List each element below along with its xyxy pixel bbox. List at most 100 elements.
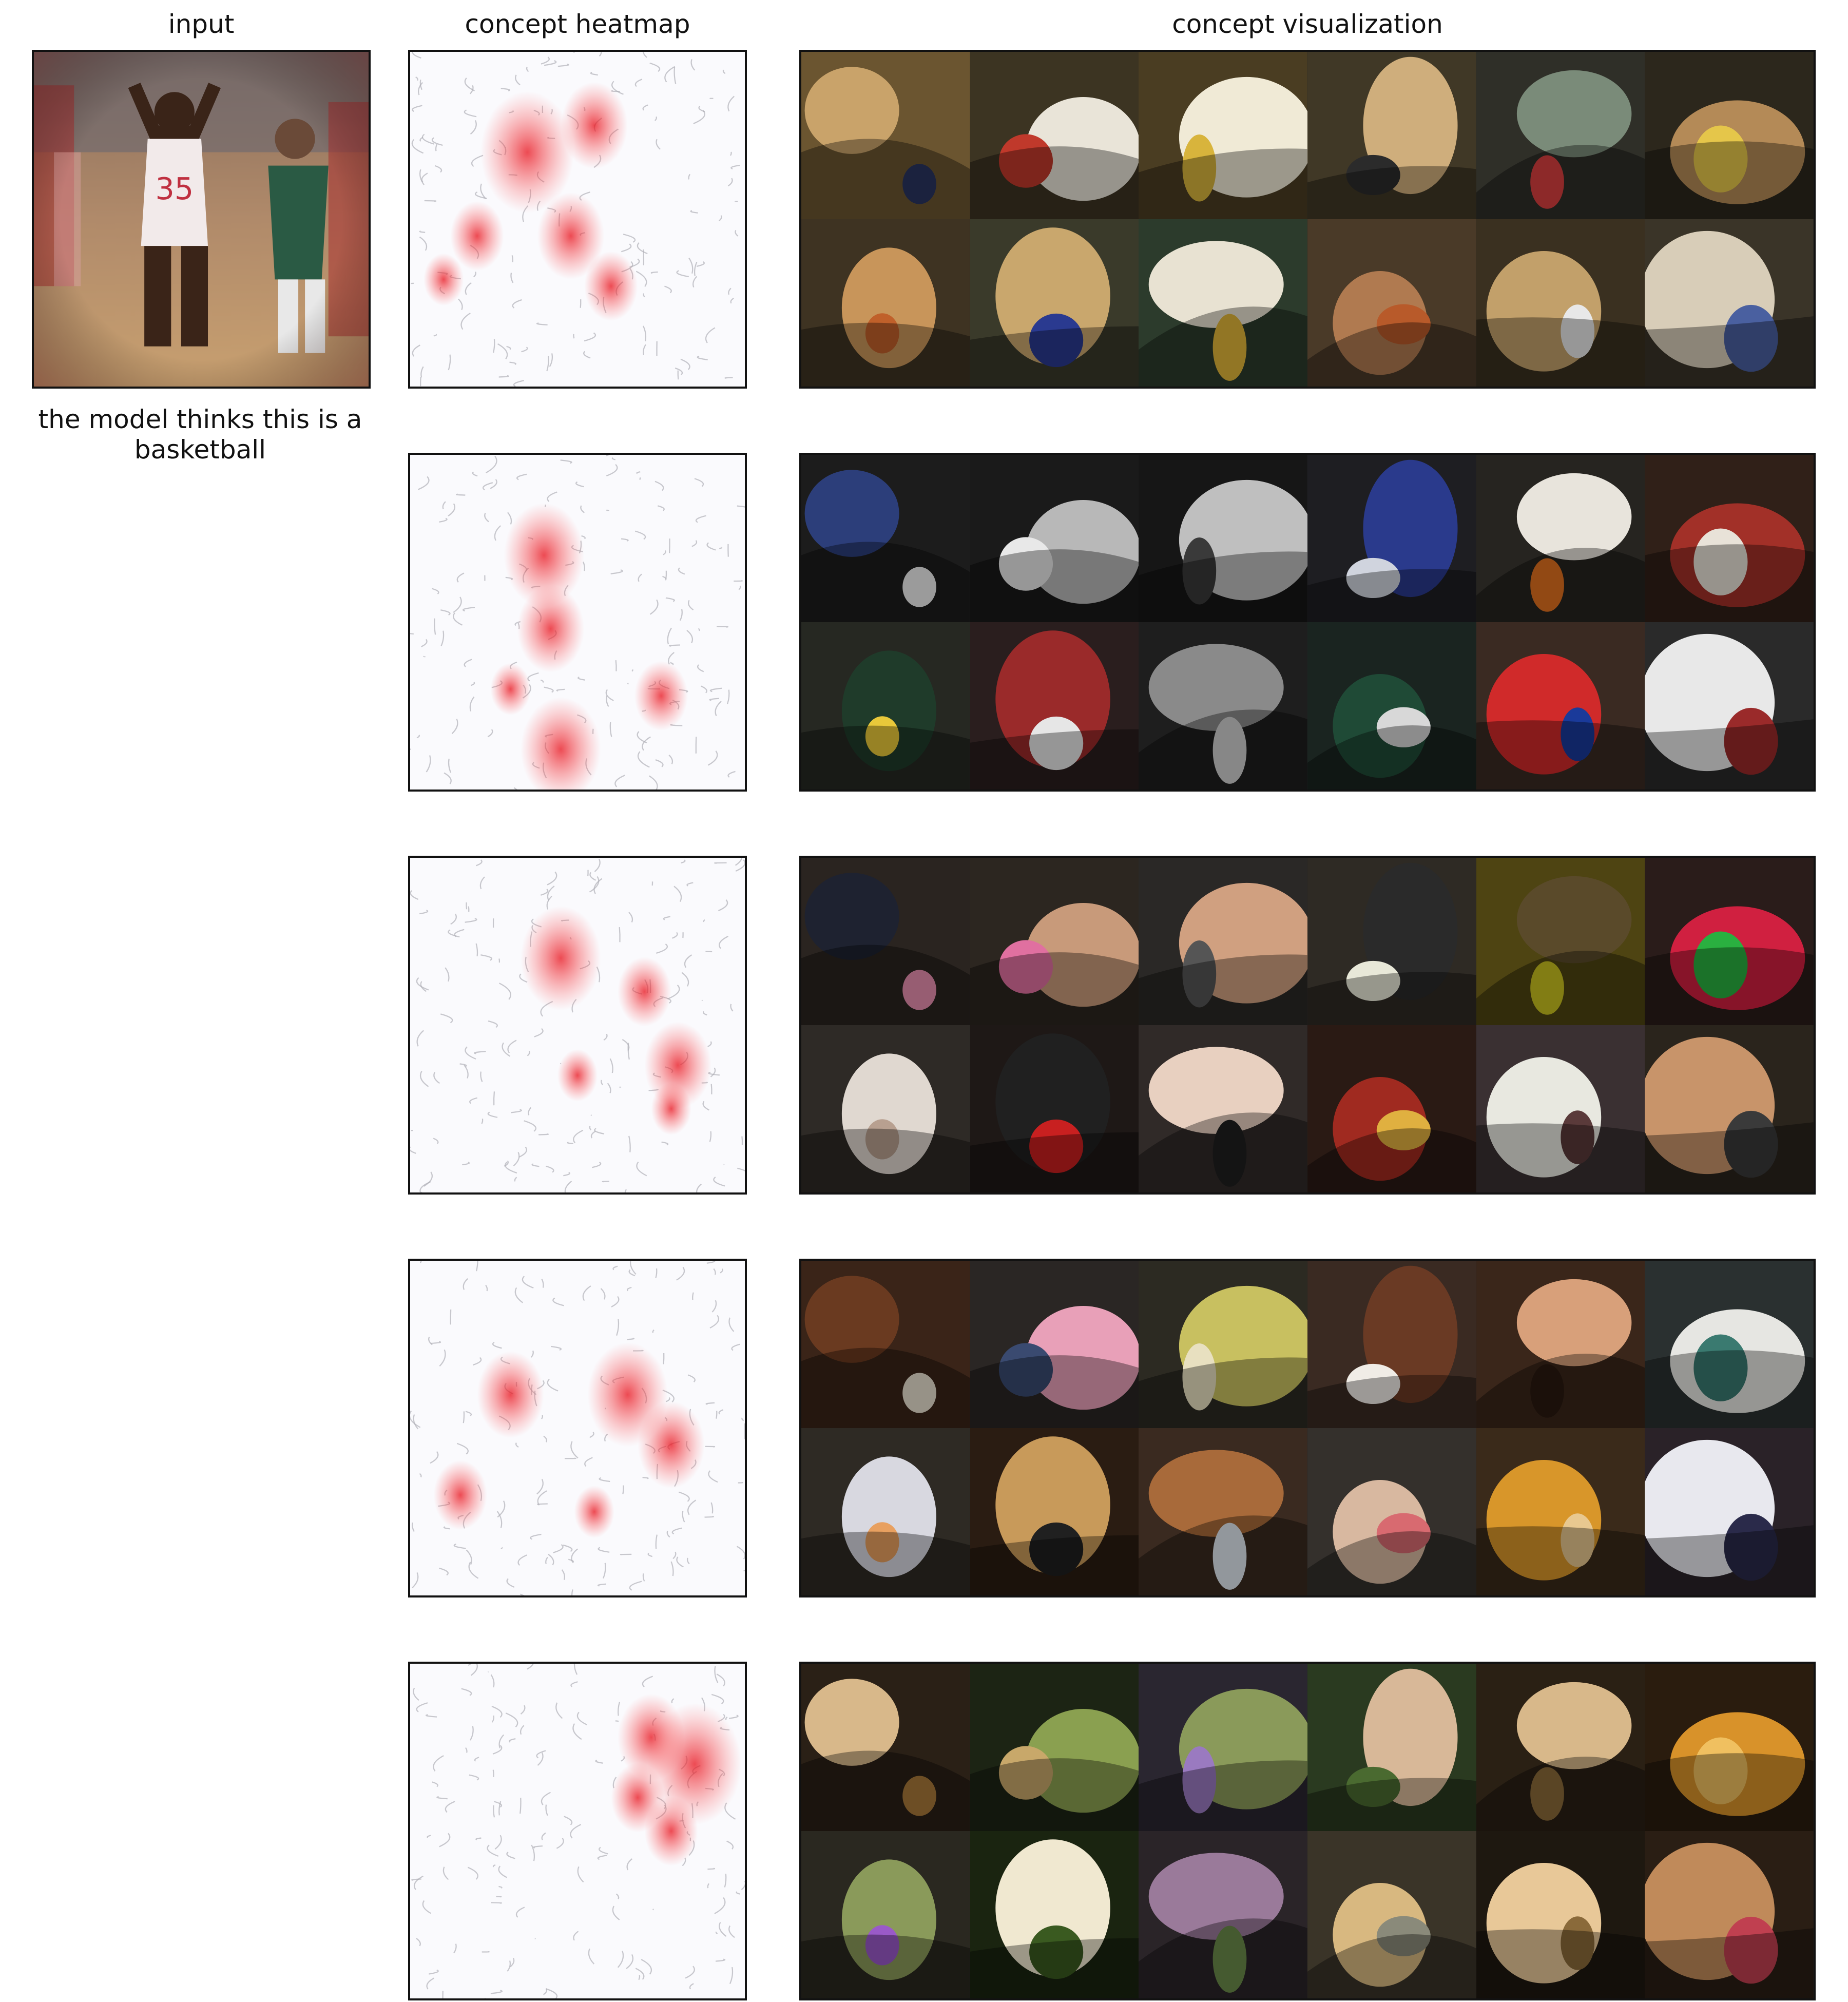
edge-stroke: [472, 471, 478, 477]
edge-stroke: [527, 1050, 530, 1056]
edge-stroke: [606, 464, 618, 477]
heat-blob: [424, 253, 464, 306]
concept-example-tile: [801, 1261, 970, 1428]
edge-stroke: [698, 106, 705, 112]
edge-stroke: [737, 505, 745, 508]
edge-stroke: [670, 1561, 674, 1576]
edge-stroke: [459, 1063, 467, 1067]
edge-stroke: [593, 878, 603, 894]
edge-stroke: [518, 1146, 527, 1158]
edge-stroke: [715, 1958, 726, 1962]
edge-stroke: [475, 1261, 478, 1272]
edge-stroke: [439, 1349, 446, 1367]
edge-stroke: [717, 626, 728, 628]
edge-stroke: [606, 509, 609, 511]
edge-stroke: [655, 1534, 658, 1549]
edge-stroke: [643, 293, 645, 298]
edge-stroke: [461, 1688, 472, 1696]
tile-graphic: [801, 1025, 970, 1192]
edge-stroke: [412, 105, 422, 112]
edge-stroke: [427, 1835, 431, 1839]
edge-stroke: [571, 1589, 573, 1595]
heat-blob: [574, 1486, 614, 1538]
edge-stroke: [448, 503, 455, 517]
concept-example-tile: [1645, 1428, 1814, 1595]
edge-stroke: [465, 918, 477, 923]
concept-example-tile: [1307, 622, 1476, 790]
edge-stroke: [726, 1840, 734, 1850]
edge-stroke: [564, 1816, 573, 1825]
concept-example-tile: [1139, 1025, 1307, 1192]
edge-stroke: [709, 698, 720, 701]
edge-stroke: [581, 535, 586, 540]
edge-stroke: [517, 1554, 527, 1566]
edge-stroke: [413, 1875, 424, 1890]
edge-stroke: [464, 659, 472, 667]
edge-stroke: [621, 538, 629, 542]
edge-stroke: [612, 1905, 620, 1920]
concept-example-tile: [1139, 1664, 1307, 1831]
edge-stroke: [555, 1702, 563, 1719]
edge-stroke: [713, 1177, 725, 1187]
edge-stroke: [547, 886, 555, 901]
edge-stroke: [681, 972, 689, 987]
heatmap-graphic: [410, 1261, 745, 1595]
heat-blob: [537, 192, 605, 280]
edge-stroke: [686, 1557, 690, 1565]
concept-example-tile: [1476, 52, 1645, 219]
edge-stroke: [698, 628, 700, 631]
edge-stroke: [419, 1473, 422, 1478]
concept-example-tile: [970, 1664, 1139, 1831]
edge-stroke: [612, 1265, 618, 1270]
tile-graphic: [1139, 622, 1307, 790]
edge-stroke: [694, 261, 698, 276]
edge-stroke: [416, 1702, 428, 1712]
edge-stroke: [611, 1296, 620, 1307]
edge-stroke: [730, 164, 740, 170]
concept-example-tile: [1476, 1831, 1645, 1998]
heat-blob: [521, 697, 601, 790]
tile-graphic: [970, 219, 1139, 387]
edge-stroke: [711, 1693, 724, 1704]
concept-example-tile: [970, 622, 1139, 790]
edge-stroke: [722, 69, 726, 74]
edge-stroke: [421, 133, 435, 145]
edge-stroke: [642, 1573, 645, 1582]
edge-stroke: [433, 1138, 439, 1144]
concept-heatmap: [408, 453, 747, 792]
edge-stroke: [510, 273, 514, 283]
edge-stroke: [603, 1033, 608, 1041]
edge-stroke: [616, 1319, 620, 1336]
tile-graphic: [801, 622, 970, 790]
edge-stroke: [687, 1499, 697, 1515]
concept-example-tile: [801, 1664, 970, 1831]
edge-stroke: [573, 1931, 579, 1941]
edge-stroke: [486, 455, 497, 474]
edge-stroke: [412, 344, 420, 357]
edge-stroke: [411, 1878, 421, 1881]
edge-stroke: [573, 1664, 578, 1675]
edge-stroke: [536, 1750, 546, 1759]
edge-stroke: [703, 1011, 707, 1016]
heatmap-graphic: [410, 52, 745, 387]
edge-stroke: [597, 1855, 607, 1860]
tile-graphic: [1307, 52, 1476, 219]
edge-stroke: [537, 1752, 544, 1766]
edge-stroke: [533, 1845, 543, 1849]
edge-stroke: [738, 585, 741, 590]
tile-graphic: [970, 1025, 1139, 1192]
edge-stroke: [615, 1893, 620, 1899]
edge-stroke: [509, 1738, 516, 1743]
edge-stroke: [465, 1411, 472, 1416]
edge-stroke: [637, 751, 650, 768]
edge-stroke: [507, 1960, 511, 1972]
edge-stroke: [415, 76, 418, 81]
edge-stroke: [531, 1163, 540, 1167]
edge-stroke: [469, 1097, 477, 1104]
concept-example-tile: [1139, 858, 1307, 1025]
edge-stroke: [624, 1189, 627, 1192]
tile-graphic: [1139, 1428, 1307, 1595]
edge-stroke: [672, 932, 678, 939]
edge-stroke: [650, 271, 658, 274]
edge-stroke: [718, 215, 722, 222]
